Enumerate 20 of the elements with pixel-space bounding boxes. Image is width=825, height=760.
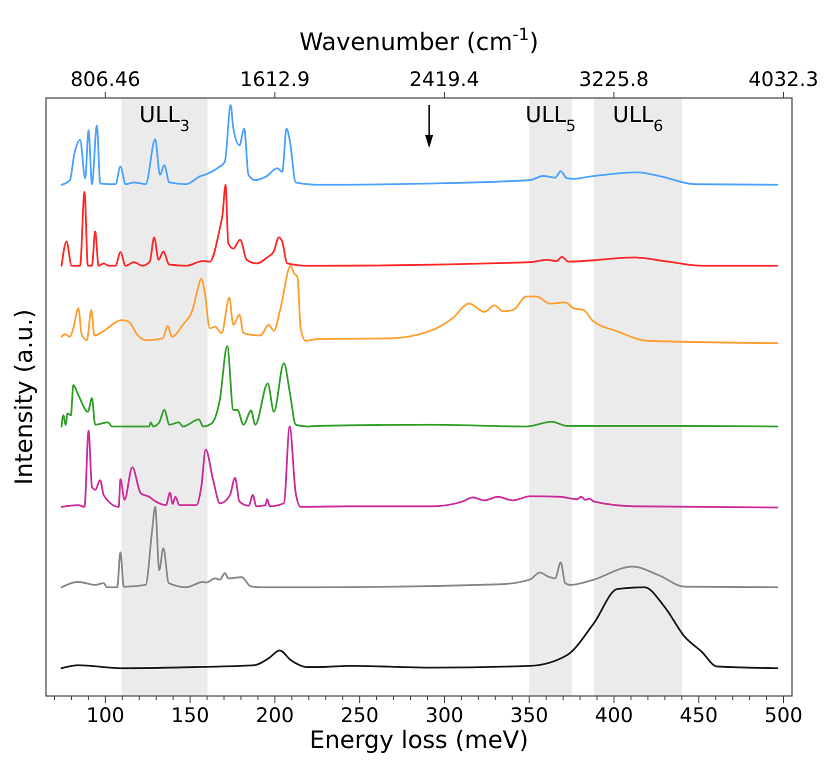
band-label: ULL$_{3}$: [139, 103, 190, 135]
x-tick-label: 500: [764, 703, 803, 727]
x2-tick-label: 3225.8: [578, 67, 649, 91]
x-tick-label: 300: [425, 703, 464, 727]
x2-axis-title: Wavenumber (cm$^{-1}$): [299, 24, 539, 56]
x-axis-title: Energy loss (meV): [310, 726, 528, 754]
x2-tick-label: 4032.3: [748, 67, 818, 91]
band-label: ULL$_{6}$: [612, 103, 664, 135]
band-label: ULL$_{5}$: [525, 103, 576, 135]
x2-tick-label: 1612.9: [240, 67, 310, 91]
y-axis-title: Intensity (a.u.): [10, 309, 38, 485]
x-tick-label: 100: [86, 703, 124, 727]
x-tick-label: 250: [340, 703, 379, 727]
x-tick-label: 200: [256, 703, 294, 727]
x-tick-label: 450: [680, 703, 718, 727]
x2-tick-label: 2419.4: [409, 67, 480, 91]
x-tick-label: 150: [171, 703, 210, 727]
x-tick-label: 400: [594, 703, 634, 727]
x-tick-label: 350: [510, 703, 548, 727]
x2-tick-label: 806.46: [70, 67, 140, 91]
